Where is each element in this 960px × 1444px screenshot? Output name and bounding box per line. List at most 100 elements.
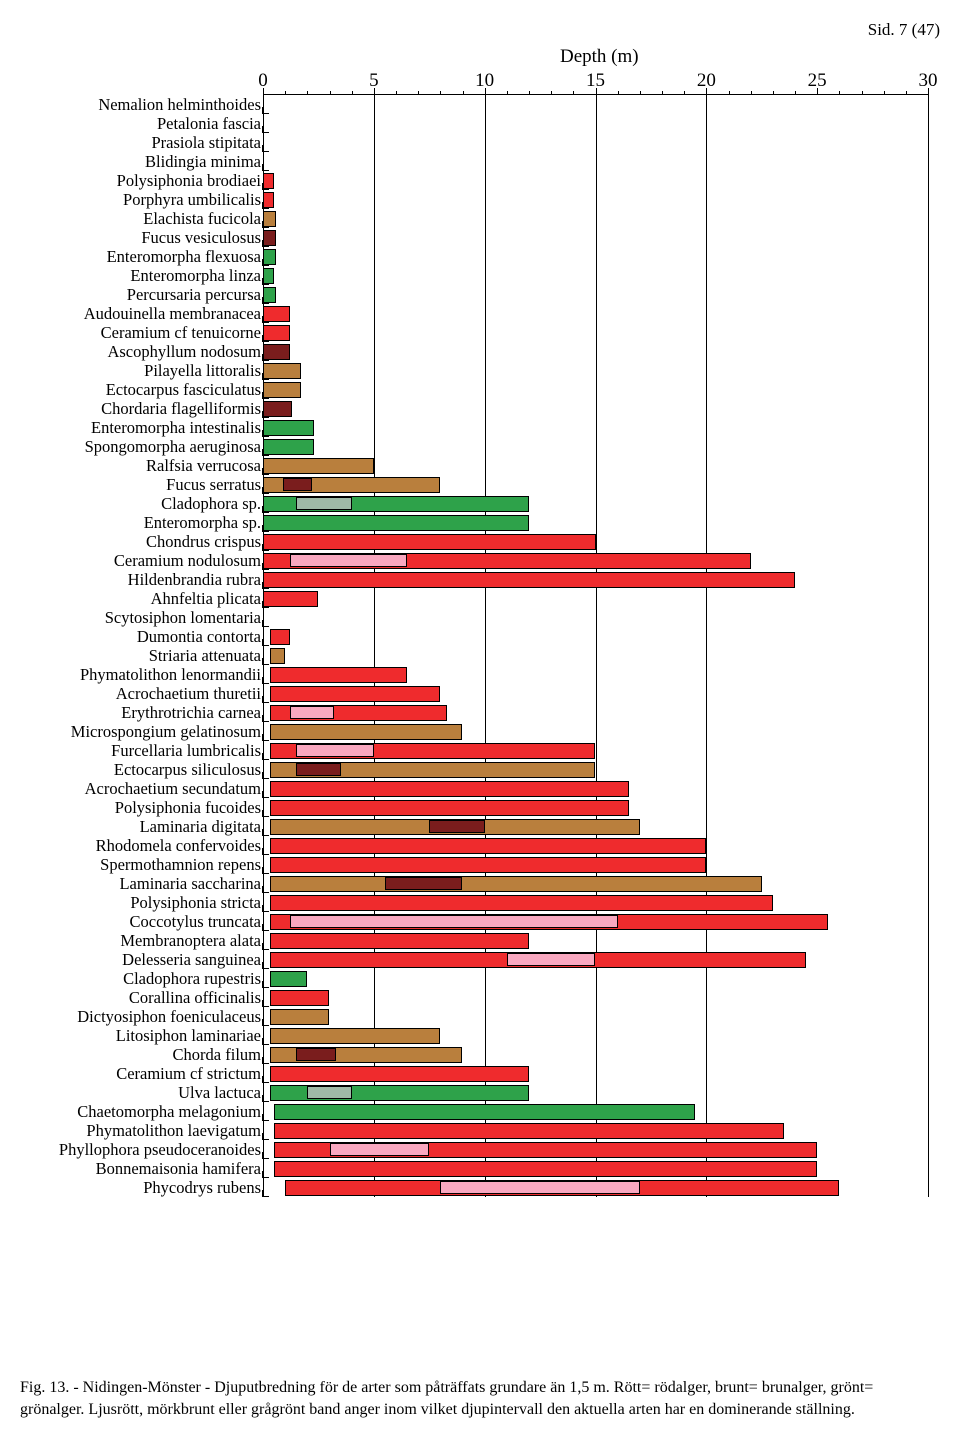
species-row: Coccotylus truncata (263, 912, 928, 931)
depth-bar (270, 781, 629, 797)
depth-bar (270, 857, 707, 873)
species-label: Petalonia fascia (28, 114, 261, 133)
depth-bar (385, 877, 463, 890)
depth-bar (290, 706, 334, 719)
species-label: Phymatolithon laevigatum (28, 1121, 261, 1140)
depth-bar (263, 420, 314, 436)
depth-bar (270, 648, 286, 664)
plot-area: Nemalion helminthoidesPetalonia fasciaPr… (263, 94, 928, 1197)
species-label: Dictyosiphon foeniculaceus (28, 1007, 261, 1026)
depth-bar (263, 287, 276, 303)
species-row: Membranoptera alata (263, 931, 928, 950)
species-row: Phyllophora pseudoceranoides (263, 1140, 928, 1159)
depth-bar (274, 1104, 695, 1120)
species-row: Bonnemaisonia hamifera (263, 1159, 928, 1178)
species-label: Blidingia minima (28, 152, 261, 171)
species-label: Polysiphonia brodiaei (28, 171, 261, 190)
species-row: Ahnfeltia plicata (263, 589, 928, 608)
species-row: Ectocarpus fasciculatus (263, 380, 928, 399)
species-label: Ceramium cf tenuicorne (28, 323, 261, 342)
depth-bar (296, 1048, 336, 1061)
species-label: Laminaria digitata (28, 817, 261, 836)
species-row: Acrochaetium secundatum (263, 779, 928, 798)
species-row: Delesseria sanguinea (263, 950, 928, 969)
species-row: Chondrus crispus (263, 532, 928, 551)
depth-bar (270, 971, 308, 987)
depth-bar (283, 478, 312, 491)
species-row: Chaetomorpha melagonium (263, 1102, 928, 1121)
species-row: Phymatolithon lenormandii (263, 665, 928, 684)
species-row: Fucus vesiculosus (263, 228, 928, 247)
species-row: Enteromorpha sp. (263, 513, 928, 532)
species-row: Elachista fucicola (263, 209, 928, 228)
species-label: Bonnemaisonia hamifera (28, 1159, 261, 1178)
depth-bar (270, 1066, 529, 1082)
species-label: Enteromorpha flexuosa (28, 247, 261, 266)
species-row: Enteromorpha intestinalis (263, 418, 928, 437)
depth-bar (274, 1123, 784, 1139)
species-row: Dumontia contorta (263, 627, 928, 646)
species-label: Membranoptera alata (28, 931, 261, 950)
species-label: Laminaria saccharina (28, 874, 261, 893)
species-label: Spermothamnion repens (28, 855, 261, 874)
depth-bar (263, 382, 301, 398)
species-row: Percursaria percursa (263, 285, 928, 304)
species-label: Cladophora sp. (28, 494, 261, 513)
species-row: Phycodrys rubens (263, 1178, 928, 1197)
species-label: Acrochaetium secundatum (28, 779, 261, 798)
species-label: Chaetomorpha melagonium (28, 1102, 261, 1121)
species-row: Cladophora sp. (263, 494, 928, 513)
species-row: Ectocarpus siliculosus (263, 760, 928, 779)
depth-bar (330, 1143, 430, 1156)
species-label: Coccotylus truncata (28, 912, 261, 931)
depth-bar (263, 363, 301, 379)
species-label: Polysiphonia fucoides (28, 798, 261, 817)
species-row: Litosiphon laminariae (263, 1026, 928, 1045)
depth-bar (263, 230, 276, 246)
species-label: Ahnfeltia plicata (28, 589, 261, 608)
species-row: Ulva lactuca (263, 1083, 928, 1102)
depth-bar (270, 686, 441, 702)
species-label: Hildenbrandia rubra (28, 570, 261, 589)
depth-bar (263, 306, 290, 322)
species-row: Prasiola stipitata (263, 133, 928, 152)
species-row: Acrochaetium thuretii (263, 684, 928, 703)
depth-bar (507, 953, 596, 966)
species-label: Phyllophora pseudoceranoides (28, 1140, 261, 1159)
species-row: Polysiphonia brodiaei (263, 171, 928, 190)
species-label: Nemalion helminthoides (28, 95, 261, 114)
depth-bar (263, 515, 529, 531)
species-label: Enteromorpha linza (28, 266, 261, 285)
depth-bar (440, 1181, 640, 1194)
species-row: Corallina officinalis (263, 988, 928, 1007)
species-label: Delesseria sanguinea (28, 950, 261, 969)
species-row: Enteromorpha linza (263, 266, 928, 285)
depth-bar (270, 1028, 441, 1044)
species-row: Pilayella littoralis (263, 361, 928, 380)
species-label: Ectocarpus fasciculatus (28, 380, 261, 399)
depth-bar (263, 173, 274, 189)
species-row: Dictyosiphon foeniculaceus (263, 1007, 928, 1026)
depth-bar (263, 325, 290, 341)
species-label: Acrochaetium thuretii (28, 684, 261, 703)
depth-bar (274, 1161, 817, 1177)
depth-bar (270, 724, 463, 740)
species-label: Pilayella littoralis (28, 361, 261, 380)
page-header: Sid. 7 (47) (20, 20, 940, 40)
species-row: Chordaria flagelliformis (263, 399, 928, 418)
depth-bar (270, 629, 290, 645)
depth-bar (263, 439, 314, 455)
species-label: Dumontia contorta (28, 627, 261, 646)
species-label: Ascophyllum nodosum (28, 342, 261, 361)
species-label: Litosiphon laminariae (28, 1026, 261, 1045)
species-label: Audouinella membranacea (28, 304, 261, 323)
depth-bar (270, 895, 773, 911)
species-row: Erythrotrichia carnea (263, 703, 928, 722)
species-label: Cladophora rupestris (28, 969, 261, 988)
species-label: Rhodomela confervoides (28, 836, 261, 855)
depth-bar (290, 554, 407, 567)
species-label: Erythrotrichia carnea (28, 703, 261, 722)
species-label: Ceramium nodulosum (28, 551, 261, 570)
depth-bar (296, 744, 374, 757)
species-label: Chordaria flagelliformis (28, 399, 261, 418)
